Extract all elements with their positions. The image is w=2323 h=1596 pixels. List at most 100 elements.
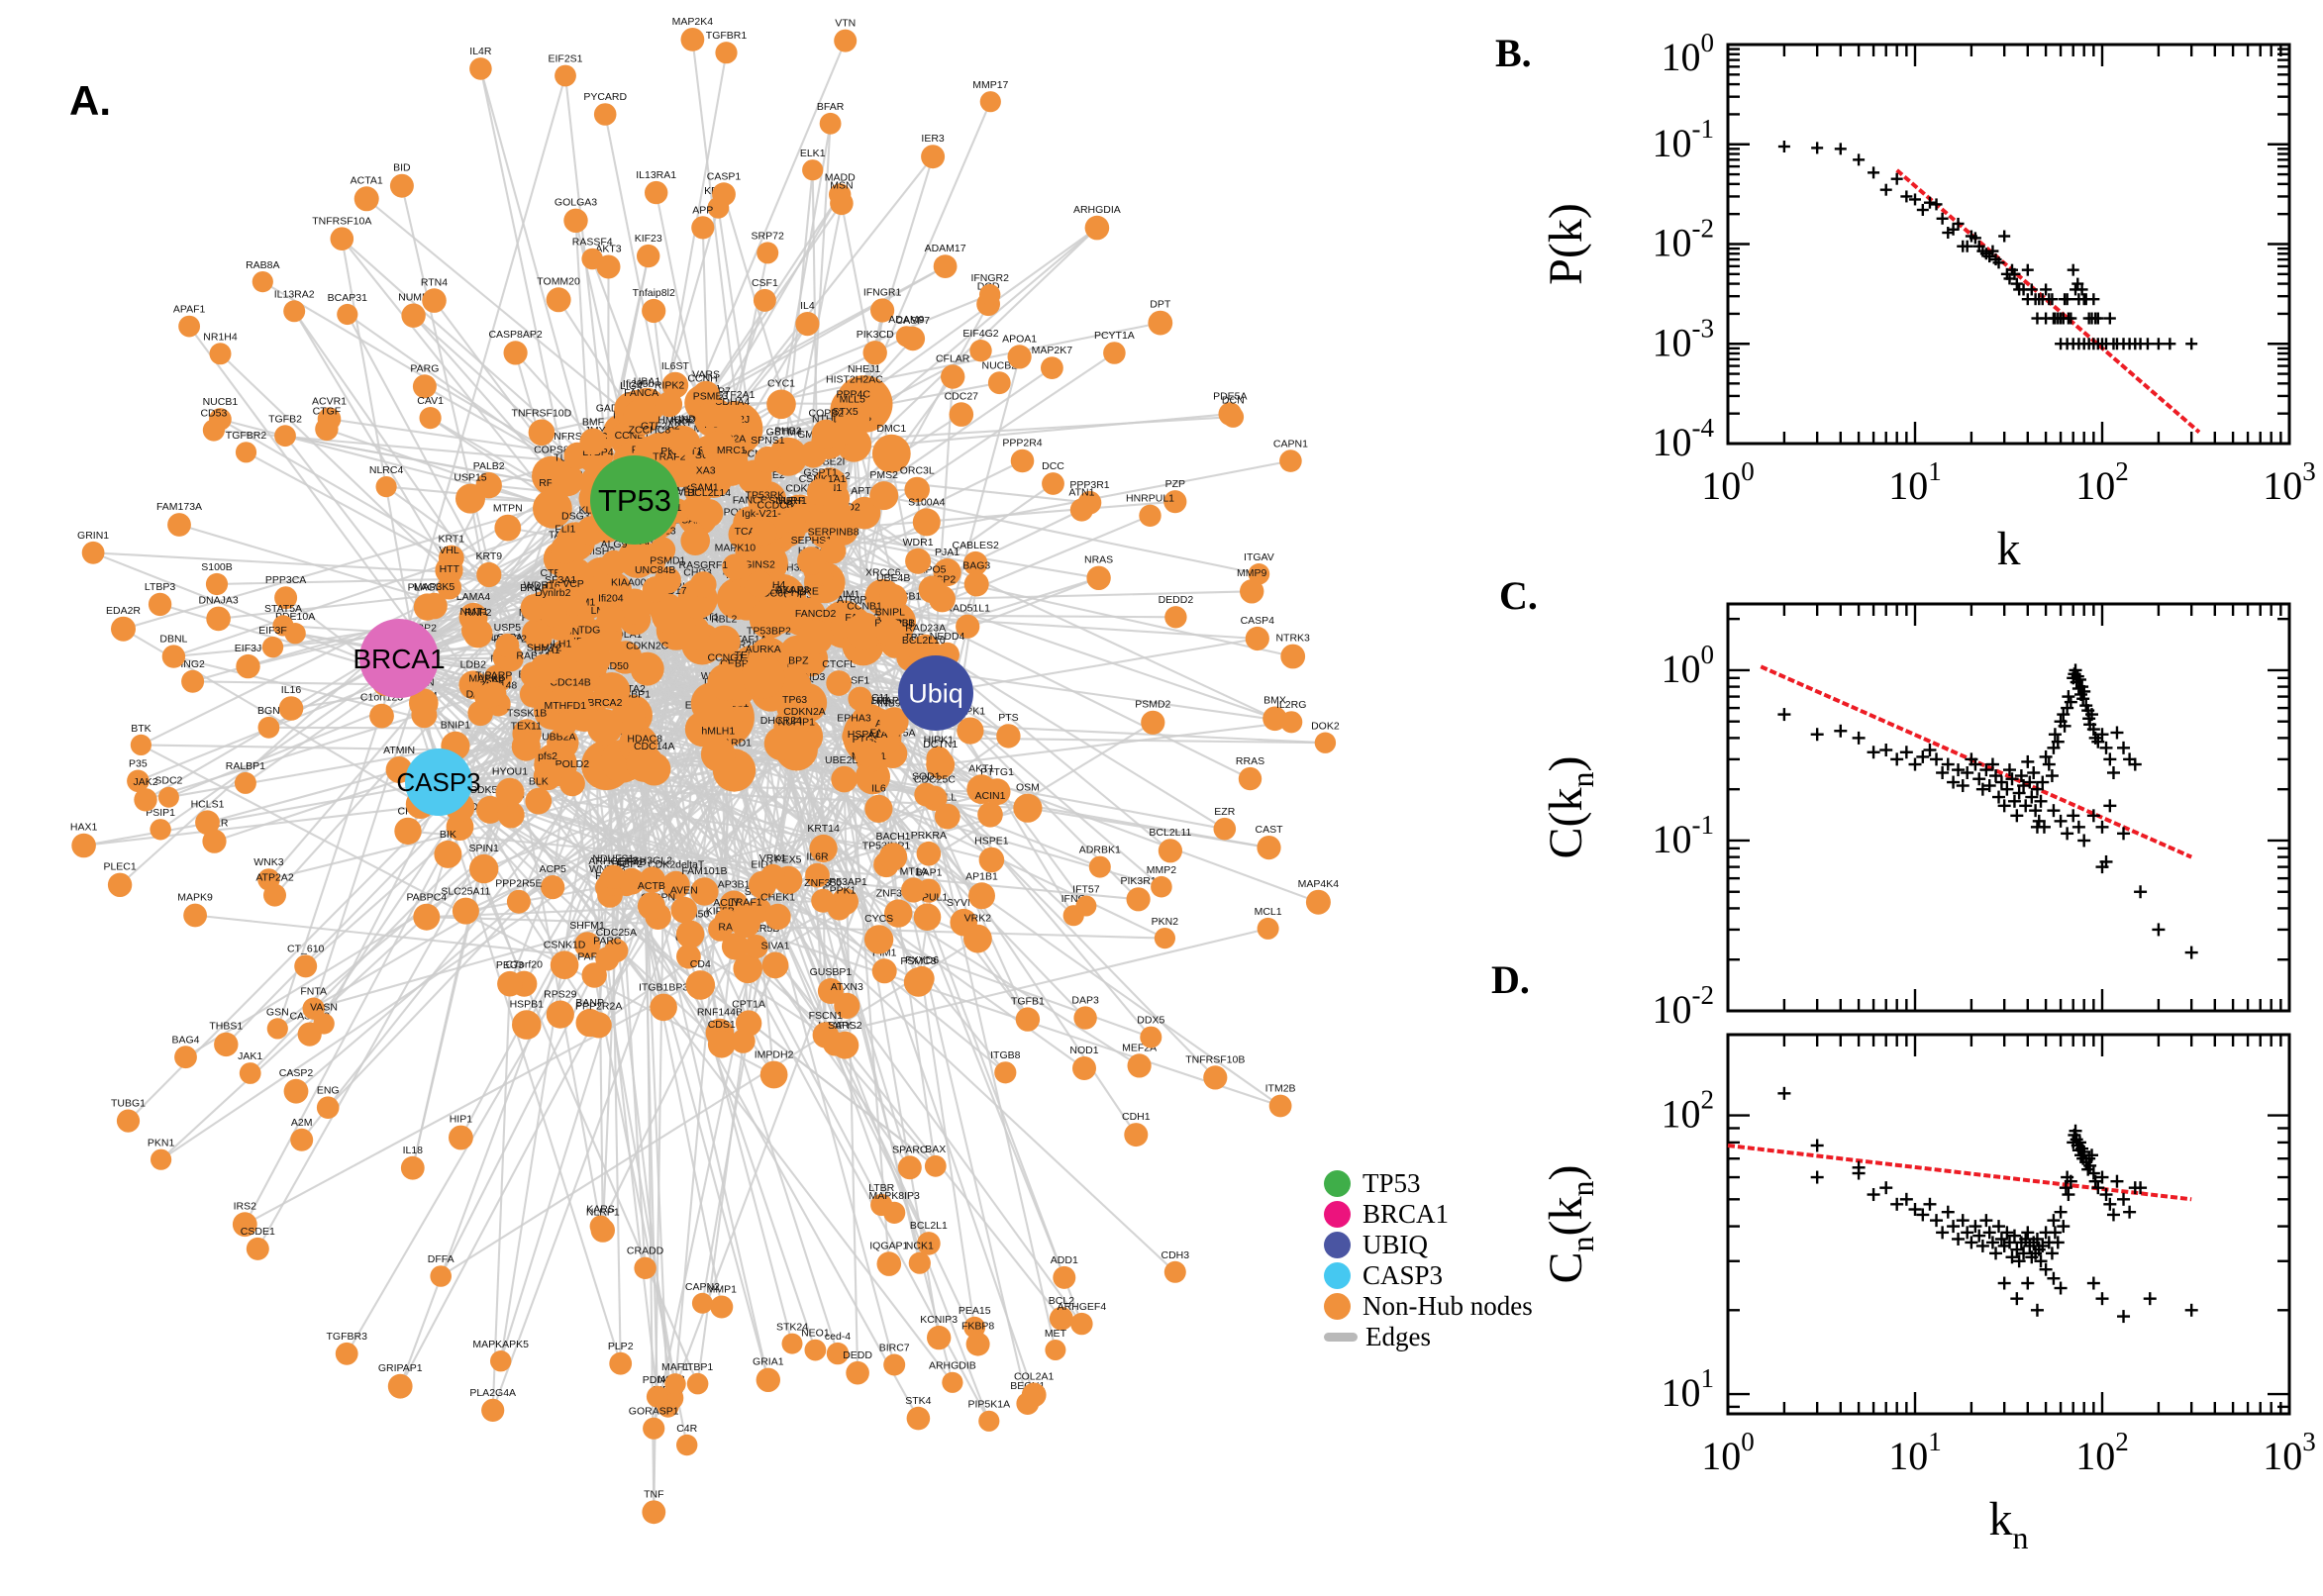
network-node xyxy=(760,863,785,889)
network-node-label: S100B xyxy=(201,561,233,573)
network-node-label: FLI1 xyxy=(555,523,575,535)
network-node-label: EIF4G2 xyxy=(962,328,998,340)
network-node-label: FKBP8 xyxy=(961,1321,994,1333)
network-node xyxy=(652,596,689,635)
network-node-label: PPP4C xyxy=(836,388,870,400)
network-node-label: PSMC3 xyxy=(900,955,936,967)
network-node-label: TGFBR1 xyxy=(706,30,748,42)
network-node xyxy=(826,670,853,696)
network-node xyxy=(623,398,659,436)
network-node xyxy=(261,636,284,658)
network-node xyxy=(401,303,426,328)
network-node-label: ITGB1BP3 xyxy=(639,982,688,994)
network-edge xyxy=(774,203,843,535)
network-node-label: BGN xyxy=(257,705,280,717)
network-node-label: SPNS1 xyxy=(751,435,785,447)
network-node xyxy=(905,548,932,574)
network-node-label: MMP2 xyxy=(1147,864,1176,876)
network-node xyxy=(642,298,666,324)
network-node-label: CFLAR xyxy=(936,352,970,364)
network-node-label: ATRIP xyxy=(837,594,866,606)
network-node-label: ARHGDIA xyxy=(1073,204,1121,216)
network-node xyxy=(266,1018,288,1040)
network-node-label: hMLH1 xyxy=(701,726,735,738)
network-node xyxy=(495,633,520,657)
network-node-label: GSTM4 xyxy=(766,427,802,439)
axis-tick-label: 100 xyxy=(1701,1427,1755,1478)
network-node-label: DHCR24 xyxy=(760,715,802,727)
network-node-label: BCL2L10 xyxy=(902,635,946,647)
network-node xyxy=(419,407,442,430)
network-node-label: TGFB2 xyxy=(268,413,302,425)
network-node-label: ING2 xyxy=(180,658,205,670)
network-node xyxy=(335,1342,358,1365)
network-node-label: PJA1 xyxy=(935,547,960,558)
axis-tick-label: 101 xyxy=(1888,1427,1942,1478)
plot-ticks xyxy=(1726,43,2291,446)
network-node xyxy=(963,571,989,597)
axis-tick-label: 102 xyxy=(1662,1085,1715,1137)
plot-c: 100 10-1 10-2 C(kn) xyxy=(1540,602,2291,1032)
network-node-label: PCYT1A xyxy=(1094,330,1135,342)
network-node xyxy=(539,598,567,628)
network-node-label: C4R xyxy=(676,1423,697,1435)
network-node-label: FANCA xyxy=(624,387,658,399)
network-node xyxy=(551,535,580,564)
network-node-label: ACTA1 xyxy=(351,174,383,186)
network-edge xyxy=(138,599,588,782)
network-node xyxy=(252,271,273,293)
network-node xyxy=(555,64,576,87)
network-node-label: CYCS xyxy=(864,913,893,925)
network-node xyxy=(875,618,904,647)
network-node-label: RAD51L1 xyxy=(945,603,990,615)
network-node xyxy=(721,933,750,960)
network-node xyxy=(897,1155,922,1180)
network-node-label: VCP xyxy=(562,578,584,590)
network-node xyxy=(1140,1026,1162,1048)
network-node-label: Igk-V21-4 xyxy=(742,508,787,520)
network-node-label: ACVR1 xyxy=(312,395,347,407)
network-node xyxy=(941,364,965,389)
network-node xyxy=(914,782,939,807)
network-node xyxy=(596,604,625,633)
network-node-label: GRIA1 xyxy=(753,1356,784,1368)
network-node xyxy=(579,428,607,455)
network-node-label: ARHGEF7 xyxy=(588,855,638,867)
network-node xyxy=(495,777,525,807)
network-node xyxy=(795,312,820,337)
network-edge xyxy=(940,721,1292,766)
network-node-label: IQGAP1 xyxy=(869,1240,908,1251)
network-node xyxy=(449,1125,473,1150)
network-node xyxy=(533,761,562,791)
network-node xyxy=(863,925,894,954)
network-node xyxy=(235,442,257,463)
network-node-label: KRT14 xyxy=(807,823,840,835)
network-edge xyxy=(574,541,1007,1073)
network-node xyxy=(913,903,942,931)
network-node-label: CDC14B xyxy=(550,676,590,688)
network-node xyxy=(550,950,579,979)
network-node-label: CDC27 xyxy=(945,390,979,402)
network-edge xyxy=(893,643,1057,1350)
network-node-label: NTRK3 xyxy=(1275,633,1310,645)
network-node-label: MTHFD1 xyxy=(545,700,587,712)
network-node-label: IL4 xyxy=(800,300,815,312)
network-node-label: CHEK1 xyxy=(760,892,795,904)
network-node xyxy=(202,419,225,442)
axis-tick-label: 100 xyxy=(1662,640,1715,691)
plot-ticks xyxy=(1726,1035,2291,1414)
network-node-label: CDKN2C xyxy=(626,641,669,652)
network-node xyxy=(430,1265,453,1287)
network-node xyxy=(675,920,705,948)
network-node xyxy=(978,1410,1000,1432)
network-node xyxy=(846,612,883,650)
network-node xyxy=(700,737,736,772)
network-node-label: HYOU1 xyxy=(492,766,528,778)
network-node-label: PARC xyxy=(593,935,622,947)
network-node xyxy=(330,227,354,250)
network-node-label: pfs2 xyxy=(538,750,557,762)
network-node-label: RAB8A xyxy=(246,259,279,271)
network-node-label: BMF xyxy=(582,417,604,429)
network-edge xyxy=(284,435,488,698)
network-node-label: ced-4 xyxy=(825,1331,851,1343)
